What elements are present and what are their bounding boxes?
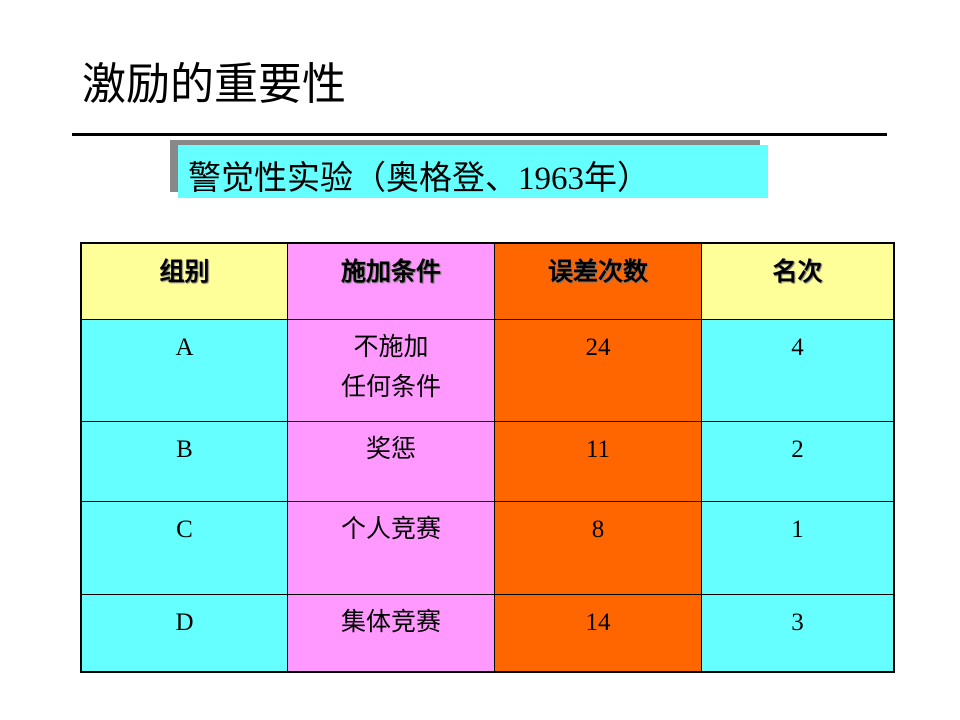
rank-cell: 2 bbox=[701, 420, 895, 502]
rank-cell: 3 bbox=[701, 593, 895, 673]
table-row: C 个人竞赛 8 1 bbox=[80, 500, 895, 595]
title-divider bbox=[72, 133, 887, 136]
condition-cell: 集体竞赛 bbox=[287, 593, 495, 673]
group-cell: B bbox=[80, 420, 288, 502]
rank-cell: 4 bbox=[701, 318, 895, 422]
group-cell: C bbox=[80, 500, 288, 595]
table-row: B 奖惩 11 2 bbox=[80, 420, 895, 502]
condition-cell: 个人竞赛 bbox=[287, 500, 495, 595]
table-row: D 集体竞赛 14 3 bbox=[80, 593, 895, 673]
condition-cell: 不施加 任何条件 bbox=[287, 318, 495, 422]
rank-cell: 1 bbox=[701, 500, 895, 595]
group-cell: D bbox=[80, 593, 288, 673]
results-table: 组别 施加条件 误差次数 名次 A 不施加任何条件 24 4 B 奖惩 11 2… bbox=[80, 242, 895, 673]
header-cell: 名次 bbox=[701, 242, 895, 320]
condition-line: 不施加 bbox=[353, 333, 429, 361]
table-row: A 不施加任何条件 24 4 bbox=[80, 318, 895, 422]
condition-line: 任何条件 bbox=[340, 373, 441, 401]
group-cell: A bbox=[80, 318, 288, 422]
subtitle-box: 警觉性实验（奥格登、1963年） bbox=[178, 145, 768, 198]
slide-title: 激励的重要性 bbox=[82, 59, 346, 110]
errors-cell: 14 bbox=[494, 593, 702, 673]
table-header-row: 组别 施加条件 误差次数 名次 bbox=[80, 242, 895, 320]
errors-cell: 11 bbox=[494, 420, 702, 502]
subtitle: 警觉性实验（奥格登、1963年） bbox=[188, 161, 650, 197]
header-cell: 误差次数 bbox=[494, 242, 702, 320]
header-cell: 组别 bbox=[80, 242, 288, 320]
errors-cell: 8 bbox=[494, 500, 702, 595]
condition-cell: 奖惩 bbox=[287, 420, 495, 502]
header-cell: 施加条件 bbox=[287, 242, 495, 320]
errors-cell: 24 bbox=[494, 318, 702, 422]
